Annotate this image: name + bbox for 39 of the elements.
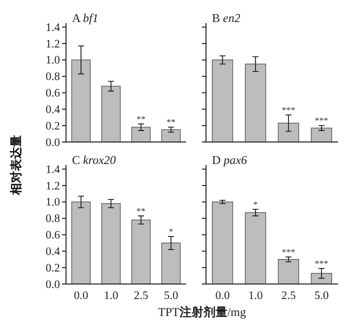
x-tick-label: 0.0 (74, 290, 88, 302)
y-tick-label: 1.0 (46, 196, 60, 209)
y-tick-label: 0.6 (46, 88, 60, 100)
y-tick-label: 1.2 (46, 180, 60, 192)
y-tick-label: 0.8 (46, 213, 60, 226)
y-tick-label: 0.2 (46, 262, 60, 274)
y-tick-label: 0.4 (46, 104, 60, 116)
x-tick-label: 5.0 (164, 290, 178, 302)
y-tick-label: 0.8 (46, 71, 60, 84)
annotation: *** (282, 104, 296, 115)
annotation: ** (166, 117, 176, 128)
y-tick-label: 0.4 (46, 246, 60, 258)
y-tick-label: 0.6 (46, 230, 60, 242)
x-tick-label: 1.0 (248, 290, 263, 302)
chart-title: A bf1 (72, 11, 98, 25)
x-axis-title: TPT注射剂量/mg (158, 305, 246, 319)
y-tick-label: 1.4 (46, 22, 60, 34)
annotation: *** (282, 246, 296, 257)
x-tick-label: 2.5 (281, 290, 296, 302)
y-axis-title: 相对表达量 (9, 135, 23, 196)
y-tick-label: 1.4 (46, 164, 60, 176)
chart-title: D pax6 (212, 153, 247, 167)
annotation: ** (136, 114, 146, 124)
y-tick-label: 1.2 (46, 38, 60, 50)
chart-title: C krox20 (72, 153, 116, 167)
y-tick-label: 0.2 (46, 120, 60, 132)
annotation: * (253, 199, 258, 210)
annotation: *** (314, 116, 329, 126)
y-tick-label: 1.0 (46, 54, 60, 67)
y-tick-label: 0.0 (46, 136, 60, 149)
y-tick-label: 0.0 (46, 278, 60, 291)
annotation: ** (136, 206, 146, 216)
x-tick-label: 1.0 (104, 290, 118, 302)
chart-title: B en2 (212, 11, 240, 25)
x-tick-label: 2.5 (134, 290, 148, 302)
annotation: * (168, 226, 174, 236)
x-tick-label: 5.0 (314, 290, 329, 302)
annotation: *** (314, 258, 329, 268)
x-tick-label: 0.0 (215, 290, 230, 302)
